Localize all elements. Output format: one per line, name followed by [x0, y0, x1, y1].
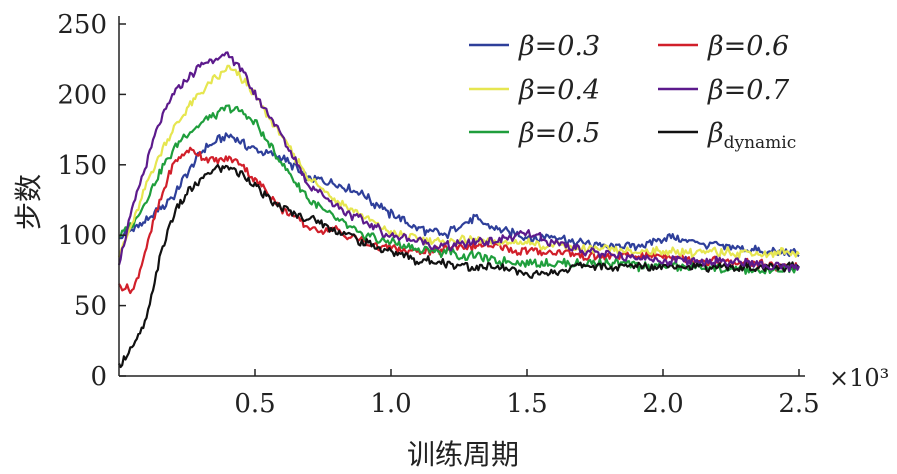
- legend-label: β=0.7: [707, 75, 790, 106]
- y-tick-label: 150: [57, 151, 107, 181]
- legend-label-main: β=0.4: [518, 75, 600, 106]
- legend-label: βdynamic: [707, 118, 796, 153]
- x-tick-label: 2.0: [642, 389, 683, 419]
- y-tick-label: 100: [57, 221, 107, 251]
- y-axis-title: 步数: [12, 174, 45, 230]
- y-tick-label: 200: [57, 80, 107, 110]
- legend-label: β=0.4: [518, 75, 600, 106]
- ticks-layer: 0 50 100 150 200 250 0.5 1.0 1.5 2.0 2.5: [57, 10, 819, 419]
- legend-label-main: β: [707, 118, 724, 149]
- legend-label-main: β=0.3: [518, 31, 600, 62]
- series-line: [117, 51, 801, 273]
- x-axis-multiplier: ×10³: [829, 364, 889, 392]
- series-line: [117, 163, 800, 369]
- legend-label: β=0.6: [707, 31, 789, 62]
- legend-label-main: β=0.7: [707, 75, 790, 106]
- series-layer: [117, 51, 801, 369]
- x-tick-label: 1.5: [506, 389, 547, 419]
- x-tick-label: 0.5: [234, 389, 275, 419]
- legend-label: β=0.3: [518, 31, 600, 62]
- legend-label-sub: dynamic: [724, 133, 797, 153]
- y-tick-label: 50: [74, 292, 107, 322]
- axes-layer: [118, 16, 805, 377]
- legend-label: β=0.5: [518, 118, 600, 149]
- y-tick-label: 0: [90, 362, 107, 392]
- x-tick-label: 2.5: [778, 389, 819, 419]
- y-tick-label: 250: [57, 10, 107, 40]
- legend-label-main: β=0.6: [707, 31, 789, 62]
- legend-label-main: β=0.5: [518, 118, 600, 149]
- legend: β=0.3 β=0.4 β=0.5 β=0.6 β=0.7 βdynamic: [469, 31, 796, 153]
- x-tick-label: 1.0: [370, 389, 411, 419]
- series-line: [118, 132, 800, 258]
- x-axis-title: 训练周期: [407, 438, 519, 471]
